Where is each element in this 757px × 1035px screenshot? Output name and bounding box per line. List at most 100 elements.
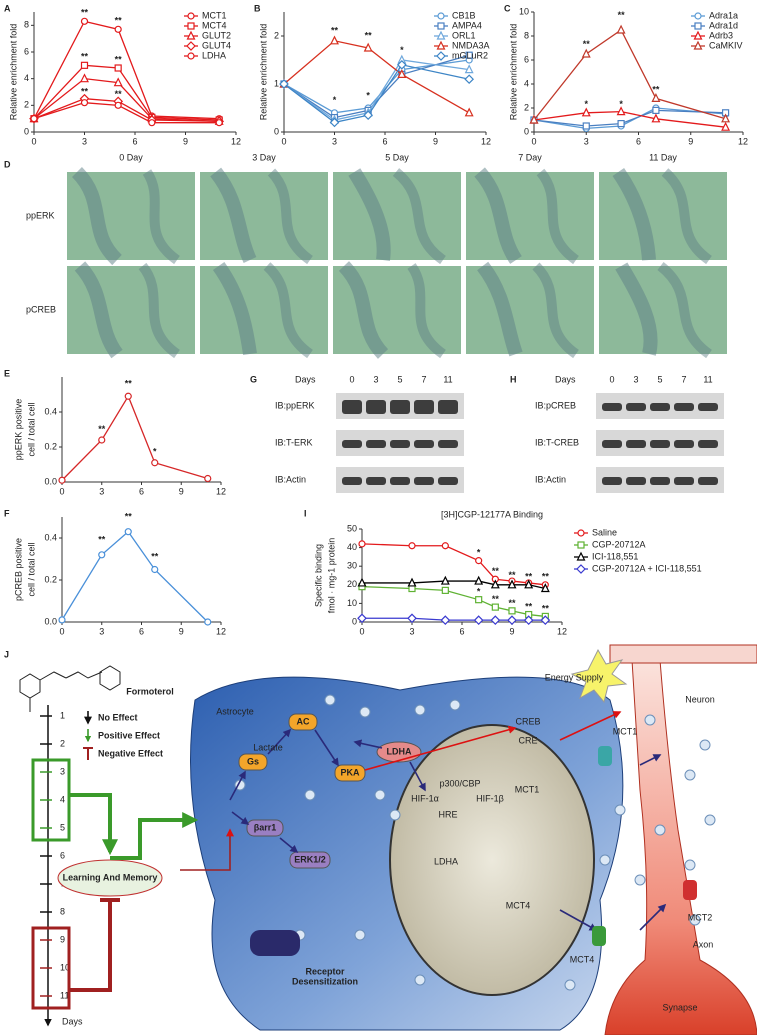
marker <box>582 122 590 130</box>
significance: * <box>400 45 404 55</box>
x-tick-label: 3 <box>82 136 87 146</box>
significance: ** <box>508 598 516 608</box>
significance: ** <box>525 601 533 611</box>
diagram-label: Desensitization <box>292 976 358 986</box>
tissue-band <box>474 167 522 264</box>
vesicle <box>304 789 316 801</box>
marker <box>408 542 416 550</box>
series-line <box>362 580 546 590</box>
lane-label: 11 <box>443 374 452 384</box>
significance: ** <box>542 572 550 582</box>
marker <box>124 528 132 536</box>
marker <box>186 30 196 40</box>
significance: ** <box>115 89 123 99</box>
tissue-band <box>142 169 181 265</box>
band <box>602 477 622 485</box>
marker <box>363 42 373 52</box>
vesicle <box>359 706 371 718</box>
vesicle <box>414 974 426 986</box>
arrow <box>314 729 339 767</box>
row-label: ppERK <box>26 210 55 220</box>
diagram-label: Formoterol <box>126 686 174 696</box>
arrow <box>559 909 598 931</box>
marker <box>441 586 449 594</box>
days-title: Days <box>62 1016 83 1026</box>
marker <box>693 30 703 40</box>
marker <box>540 615 551 625</box>
significance: ** <box>81 8 89 18</box>
node <box>334 764 366 782</box>
arrow <box>559 711 622 741</box>
series-line <box>283 59 470 121</box>
band <box>674 403 694 411</box>
x-tick-label: 12 <box>481 136 491 146</box>
marker <box>30 115 38 123</box>
x-tick-label: 12 <box>216 486 226 496</box>
marker <box>187 12 195 20</box>
diagram-label: βarr1 <box>254 822 277 832</box>
tissue-band <box>267 168 314 265</box>
vesicle <box>614 804 626 816</box>
x-tick-label: 12 <box>738 136 748 146</box>
neuron-top <box>609 644 757 664</box>
band <box>342 400 362 414</box>
marker <box>464 74 475 85</box>
tissue-band <box>348 168 391 261</box>
marker <box>187 52 195 60</box>
tissue-band <box>71 167 123 266</box>
marker <box>80 17 89 25</box>
vesicle <box>684 859 696 871</box>
significance: * <box>584 99 588 109</box>
marker <box>397 69 407 79</box>
day-label: 9 <box>60 934 65 944</box>
marker <box>577 541 585 549</box>
vesicle <box>599 854 611 866</box>
band <box>342 440 362 448</box>
tissue-band <box>477 261 523 357</box>
tissue-band <box>536 168 580 265</box>
y-tick-label: 0.2 <box>44 574 57 584</box>
panel-label: A <box>4 3 11 13</box>
legend-label: No Effect <box>98 712 138 722</box>
panel-label: H <box>510 374 517 384</box>
diagram-label: LDHA <box>434 856 458 866</box>
micrograph <box>599 266 727 354</box>
marker <box>436 51 446 61</box>
day-label: 11 <box>60 990 69 1000</box>
x-tick-label: 0 <box>359 626 364 636</box>
x-tick-label: 6 <box>139 486 144 496</box>
significance: ** <box>125 378 133 388</box>
marker <box>577 529 585 537</box>
marker <box>396 59 407 70</box>
arrow <box>639 754 662 766</box>
marker <box>151 565 159 574</box>
x-tick-label: 9 <box>509 626 514 636</box>
y-tick-label: 0.0 <box>44 616 57 626</box>
legend-label: MCT4 <box>202 20 227 30</box>
diagram-label: AC <box>297 716 310 726</box>
tissue-band <box>212 261 257 355</box>
y-axis-label: cell / total cell <box>26 542 36 596</box>
diagram-label: Receptor <box>305 966 345 976</box>
series-line <box>362 617 546 621</box>
legend-label: Adrb3 <box>709 30 733 40</box>
y-tick-label: 50 <box>347 523 357 533</box>
series-line <box>361 543 546 586</box>
marker <box>58 476 66 484</box>
marker <box>279 79 289 89</box>
y-axis-label: fmol · mg-1 protein <box>326 538 336 614</box>
arrow <box>231 811 250 825</box>
lane-label: 7 <box>681 374 686 384</box>
y-tick-label: 40 <box>347 542 357 552</box>
tissue-band <box>532 262 580 359</box>
vesicle <box>689 914 701 926</box>
marker <box>473 615 484 625</box>
vesicle <box>389 809 401 821</box>
vesicle <box>684 769 696 781</box>
diagram-label: MCT4 <box>506 900 531 910</box>
day-label: 4 <box>60 794 65 804</box>
diagram-label: HIF-1β <box>476 793 504 803</box>
y-axis-label: pCREB positive <box>13 538 23 601</box>
marker <box>651 113 661 123</box>
x-tick-label: 6 <box>382 136 387 146</box>
